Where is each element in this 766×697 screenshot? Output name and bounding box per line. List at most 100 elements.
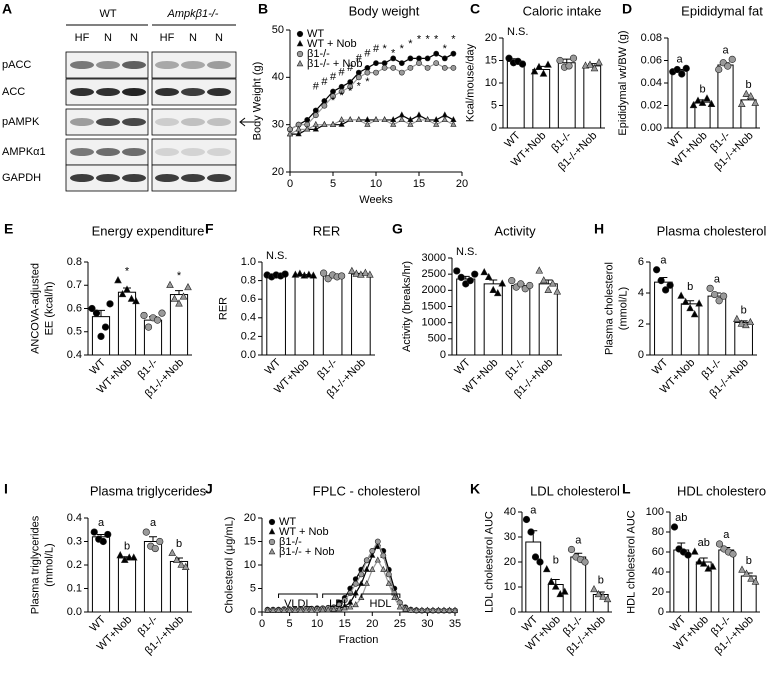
data-point (451, 606, 459, 613)
x-tick-label: 15 (339, 618, 351, 630)
data-point (706, 284, 714, 292)
region-label: LDL (329, 598, 349, 610)
y-axis-label: RER (217, 297, 229, 320)
data-point (156, 537, 164, 546)
y-tick-label: 0.7 (67, 279, 82, 291)
legend-label: β1-/- + Nob (307, 58, 363, 70)
legend-label: β1-/- (279, 536, 302, 548)
data-point (338, 116, 345, 123)
data-point (542, 564, 551, 573)
data-point (424, 55, 431, 62)
data-point (303, 606, 310, 613)
chart-title: Epididymal fat (681, 3, 763, 18)
chart-title: Activity (494, 223, 536, 238)
y-axis-label: LDL cholesterol AUC (484, 511, 496, 613)
data-point (695, 299, 703, 307)
annotation: * (331, 95, 336, 107)
y-tick-label: 20 (504, 556, 516, 568)
significance-label: ab (675, 512, 687, 524)
data-point (471, 270, 479, 278)
data-point (517, 280, 525, 288)
y-tick-label: 0.5 (67, 326, 82, 338)
band (122, 174, 146, 182)
data-point (484, 272, 493, 281)
x-tick-label: WT (88, 613, 109, 634)
bar (294, 274, 315, 356)
data-point (341, 604, 348, 611)
data-point (101, 323, 110, 331)
data-point (347, 603, 354, 610)
data-point (352, 601, 359, 608)
y-tick-label: 1500 (422, 300, 446, 312)
row-label: pACC (2, 59, 31, 71)
band (70, 148, 94, 156)
data-point (320, 269, 328, 277)
error-bar (489, 279, 498, 284)
x-tick-label: 0 (259, 618, 265, 630)
legend-marker (296, 30, 304, 38)
data-point (361, 268, 370, 276)
y-axis-label: Body Weight (g) (252, 62, 264, 141)
data-point (737, 99, 746, 107)
data-point (179, 292, 188, 300)
data-point (548, 279, 557, 287)
data-point (673, 65, 681, 74)
y-tick-label: 0.08 (641, 32, 662, 44)
data-point (657, 277, 665, 285)
data-point (703, 94, 711, 102)
data-point (304, 125, 311, 132)
data-point (347, 83, 354, 90)
data-point (441, 55, 448, 62)
data-point (296, 269, 304, 277)
band (181, 88, 205, 96)
data-point (305, 270, 313, 278)
annotation: # (347, 62, 354, 74)
annotation: # (373, 43, 380, 55)
data-point (416, 55, 422, 62)
data-point (590, 64, 599, 72)
bar (673, 549, 690, 613)
data-point (535, 62, 543, 70)
data-point (104, 530, 112, 539)
chart-title: Caloric intake (523, 3, 602, 18)
data-point (286, 130, 294, 137)
y-tick-label: 10 (485, 77, 497, 89)
data-point (330, 93, 336, 100)
data-point (666, 281, 674, 289)
legend-marker (268, 538, 276, 546)
legend-label: β1-/- (307, 48, 330, 60)
data-point (689, 100, 698, 109)
data-point (355, 116, 362, 123)
data-point (153, 316, 162, 324)
bar (654, 281, 673, 356)
band (70, 174, 94, 182)
y-tick-label: 20 (244, 512, 256, 524)
data-point (390, 55, 397, 62)
data-point (653, 266, 661, 274)
y-tick-label: 40 (504, 506, 516, 518)
band (207, 88, 231, 96)
data-point (677, 291, 685, 299)
data-point (338, 83, 345, 90)
y-tick-label: 0.0 (241, 349, 256, 361)
bar (322, 275, 343, 356)
bar (557, 62, 576, 129)
y-axis-label: Plasma triglycerides (29, 515, 41, 614)
y-tick-label: 0.6 (67, 302, 82, 314)
data-point (166, 280, 174, 288)
y-axis-label: (mmol/L) (618, 287, 630, 330)
data-point (280, 606, 288, 613)
x-tick-label: 5 (330, 178, 336, 190)
data-point (181, 562, 190, 570)
data-point (530, 67, 539, 75)
panel-label: H (594, 221, 604, 237)
band (207, 118, 231, 126)
bar (511, 284, 531, 356)
significance-label: a (575, 534, 582, 546)
data-point (746, 91, 755, 100)
data-point (715, 297, 723, 305)
band (122, 118, 146, 126)
data-point (424, 606, 431, 613)
data-point (132, 296, 140, 305)
data-point (355, 74, 362, 81)
